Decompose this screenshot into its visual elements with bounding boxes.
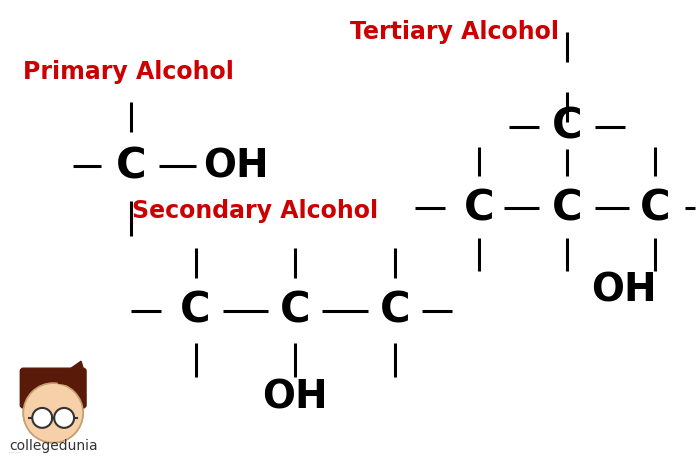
Text: Primary Alcohol: Primary Alcohol <box>23 60 235 84</box>
Text: C: C <box>552 106 582 148</box>
Text: C: C <box>552 187 582 229</box>
Text: Secondary Alcohol: Secondary Alcohol <box>132 199 379 223</box>
Polygon shape <box>58 361 85 385</box>
Text: Tertiary Alcohol: Tertiary Alcohol <box>350 20 559 44</box>
Text: C: C <box>280 289 311 331</box>
Text: C: C <box>464 187 495 229</box>
Circle shape <box>23 383 83 443</box>
Circle shape <box>54 408 74 428</box>
Text: OH: OH <box>262 378 328 416</box>
Text: C: C <box>379 289 410 331</box>
Circle shape <box>23 383 83 443</box>
Circle shape <box>32 408 52 428</box>
Text: C: C <box>640 187 670 229</box>
Text: OH: OH <box>591 272 657 309</box>
Text: C: C <box>181 289 211 331</box>
Text: collegedunia: collegedunia <box>9 439 98 452</box>
Text: C: C <box>116 145 146 187</box>
Text: OH: OH <box>202 147 268 185</box>
FancyBboxPatch shape <box>20 368 86 408</box>
